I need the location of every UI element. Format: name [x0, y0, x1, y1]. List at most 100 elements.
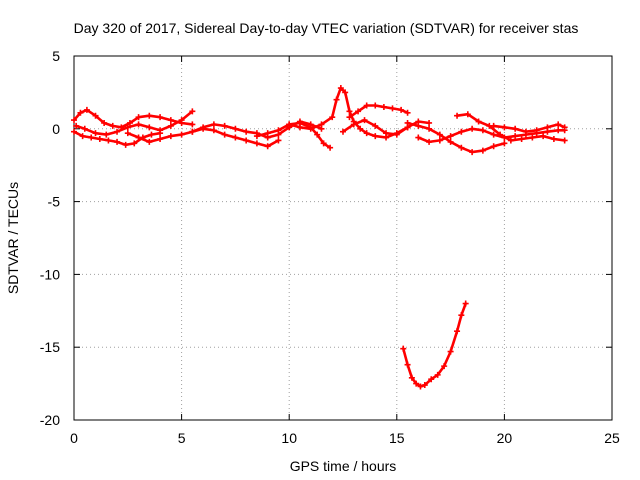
x-tick-label: 5 — [178, 430, 186, 446]
data-point — [320, 140, 327, 147]
data-point — [458, 144, 465, 151]
data-point — [200, 124, 207, 131]
data-point — [426, 125, 433, 132]
data-point — [178, 131, 185, 138]
data-point — [167, 133, 174, 140]
data-point — [417, 383, 424, 390]
data-point — [71, 117, 77, 124]
data-point — [550, 135, 557, 142]
data-point — [131, 140, 138, 147]
data-point — [404, 361, 411, 368]
data-point — [79, 133, 86, 140]
series-sat-n — [400, 300, 469, 390]
data-point — [157, 127, 164, 134]
data-point — [408, 374, 415, 381]
data-point — [490, 122, 497, 129]
data-point — [355, 108, 362, 115]
series-sat-j — [404, 119, 508, 156]
data-point — [447, 133, 454, 140]
data-point — [512, 125, 519, 132]
data-point — [157, 135, 164, 142]
data-point — [275, 137, 282, 144]
data-point — [540, 133, 547, 140]
data-point — [454, 328, 461, 335]
data-point — [148, 131, 155, 138]
data-point — [122, 141, 129, 148]
data-point — [421, 382, 428, 389]
data-point — [221, 131, 228, 138]
data-point — [333, 96, 340, 103]
series-sat-g — [286, 85, 411, 141]
data-point — [167, 117, 174, 124]
data-point — [253, 133, 260, 140]
data-point — [441, 363, 448, 370]
data-series — [71, 85, 568, 390]
data-point — [346, 114, 353, 121]
data-point — [464, 111, 471, 118]
data-point — [404, 119, 411, 126]
data-point — [413, 380, 420, 387]
data-point — [81, 125, 88, 132]
data-point — [479, 127, 486, 134]
data-point — [275, 127, 282, 134]
data-point — [383, 130, 390, 137]
data-point — [178, 117, 185, 124]
data-point — [447, 138, 454, 145]
series-sat-l — [454, 111, 568, 144]
data-point — [458, 128, 465, 135]
data-point — [253, 140, 260, 147]
series-sat-c — [73, 108, 196, 138]
data-point — [296, 124, 303, 131]
y-axis-label: SDTVAR / TECUs — [5, 182, 21, 294]
data-point — [124, 130, 131, 137]
series-line — [406, 121, 506, 154]
data-point — [337, 85, 344, 92]
data-point — [264, 130, 271, 137]
data-point — [221, 122, 228, 129]
data-point — [189, 108, 196, 115]
chart-title: Day 320 of 2017, Sidereal Day-to-day VTE… — [74, 20, 579, 36]
data-point — [561, 124, 568, 131]
data-point — [561, 137, 568, 144]
data-point — [71, 128, 77, 135]
data-point — [400, 345, 407, 352]
grid-lines — [74, 56, 612, 420]
data-point — [544, 124, 551, 131]
y-tick-label: -15 — [40, 339, 60, 355]
data-point — [189, 121, 196, 128]
data-point — [380, 103, 387, 110]
data-point — [555, 121, 562, 128]
data-point — [77, 109, 84, 116]
data-point — [92, 112, 99, 119]
data-point — [114, 138, 121, 145]
data-point — [243, 137, 250, 144]
data-point — [210, 127, 217, 134]
data-point — [462, 300, 469, 307]
data-point — [210, 121, 217, 128]
data-point — [135, 121, 142, 128]
axis-ticks: 0 5 10 15 20 25 -20 -15 -10 -5 0 5 — [40, 48, 620, 446]
data-point — [146, 112, 153, 119]
data-point — [555, 127, 562, 134]
x-tick-label: 15 — [389, 430, 405, 446]
data-point — [512, 133, 519, 140]
x-tick-label: 0 — [70, 430, 78, 446]
data-point — [88, 134, 95, 141]
data-point — [114, 128, 121, 135]
data-point — [109, 122, 116, 129]
data-point — [318, 121, 325, 128]
data-point — [103, 131, 110, 138]
data-point — [436, 131, 443, 138]
data-point — [501, 140, 508, 147]
data-point — [469, 125, 476, 132]
data-point — [389, 105, 396, 112]
data-point — [243, 128, 250, 135]
data-point — [286, 121, 293, 128]
data-point — [314, 131, 321, 138]
data-point — [501, 124, 508, 131]
series-line — [287, 86, 409, 139]
data-point — [361, 117, 368, 124]
data-point — [426, 138, 433, 145]
data-point — [146, 138, 153, 145]
